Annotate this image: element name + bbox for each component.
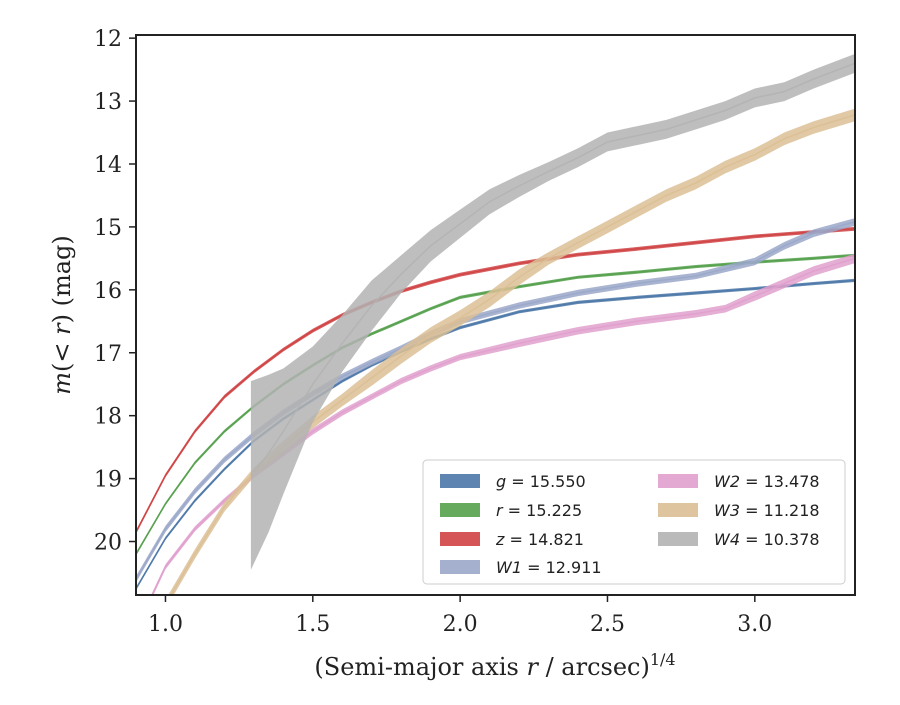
- series-line-w4: [250, 62, 855, 476]
- y-tick-label: 19: [94, 468, 122, 493]
- y-tick-label: 12: [94, 27, 122, 52]
- series-bands: [136, 53, 855, 595]
- y-tick-label: 15: [94, 216, 122, 241]
- y-tick-label: 13: [94, 90, 122, 115]
- x-tick-label: 2.0: [443, 612, 478, 637]
- y-axis: 12 13 14 15 16 17 18 19 20: [94, 27, 136, 556]
- legend-label-w3: W3 = 11.218: [714, 501, 820, 520]
- x-axis-label: (Semi-major axis r / arcsec)1/4: [314, 650, 675, 681]
- y-tick-label: 16: [94, 279, 122, 304]
- legend-swatch-r: [440, 503, 480, 517]
- y-tick-label: 20: [94, 531, 122, 556]
- plot-frame: [135, 34, 856, 596]
- series-band-w4: [250, 53, 855, 570]
- y-axis-label: m(< r) (mag): [48, 235, 76, 395]
- legend-swatch-w2: [658, 474, 698, 488]
- legend-label-r: r = 15.225: [496, 501, 582, 520]
- series-band-w2: [151, 253, 855, 595]
- legend-swatch-z: [440, 532, 480, 546]
- x-tick-label: 1.5: [295, 612, 330, 637]
- legend-label-w1: W1 = 12.911: [496, 558, 602, 577]
- legend-swatch-w1: [440, 560, 480, 574]
- legend-label-w4: W4 = 10.378: [714, 530, 820, 549]
- y-tick-label: 17: [94, 342, 122, 367]
- legend-label-w2: W2 = 13.478: [714, 472, 820, 491]
- legend-box: [422, 459, 846, 585]
- legend-label-z: z = 14.821: [495, 530, 584, 549]
- legend-swatch-w4: [658, 532, 698, 546]
- y-tick-label: 14: [94, 153, 122, 178]
- y-tick-label: 18: [94, 405, 122, 430]
- legend: g = 15.550 r = 15.225 z = 14.821 W1 = 12.91…: [422, 459, 846, 585]
- legend-swatch-w3: [658, 503, 698, 517]
- legend-label-g: g = 15.550: [496, 472, 586, 491]
- x-tick-label: 1.0: [148, 612, 183, 637]
- legend-swatch-g: [440, 474, 480, 488]
- x-tick-label: 3.0: [737, 612, 772, 637]
- series-line-r: [136, 254, 855, 555]
- x-tick-label: 2.5: [590, 612, 625, 637]
- x-axis: 1.0 1.5 2.0 2.5 3.0: [148, 595, 772, 637]
